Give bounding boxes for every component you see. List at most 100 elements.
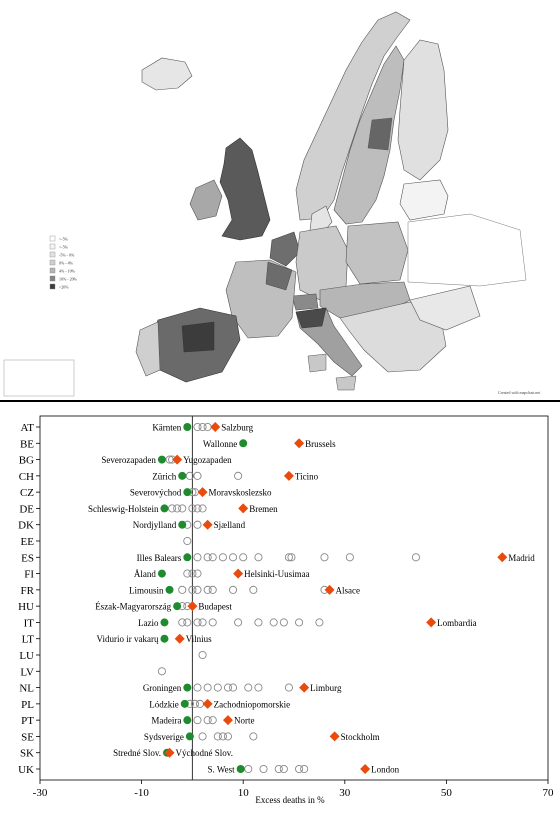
min-region-point: [160, 504, 169, 513]
y-tick-label: LV: [20, 666, 34, 678]
max-region-label: Ticino: [295, 471, 319, 481]
other-region-point: [193, 504, 202, 513]
max-region-point: [324, 584, 335, 595]
min-region-label: Groningen: [143, 683, 182, 693]
map-legend-swatch: [49, 283, 56, 290]
min-region-point: [183, 553, 192, 562]
other-region-point: [208, 553, 217, 562]
map-legend-label: <-5%: [59, 245, 69, 250]
min-region-label: Wallonne: [203, 439, 237, 449]
y-tick-label: UK: [18, 764, 34, 776]
other-region-point: [284, 683, 293, 692]
europe-choropleth-map: <-5% <-5% -5% - 0% 0% - 4% 4% - 10% 10% - 20%…: [0, 0, 560, 400]
other-region-point: [173, 504, 182, 513]
other-region-point: [234, 471, 243, 480]
other-region-point: [193, 618, 202, 627]
y-tick-label: BE: [20, 438, 34, 450]
other-region-point: [198, 422, 207, 432]
min-region-point: [183, 423, 192, 431]
min-region-point: [165, 585, 174, 594]
y-tick-label: CZ: [20, 487, 34, 499]
y-tick-label: BG: [19, 455, 34, 467]
map-region-poland: [345, 221, 409, 285]
min-region-label: Limousin: [129, 585, 164, 595]
other-region-point: [315, 618, 324, 627]
max-region-label: Bremen: [249, 504, 278, 514]
max-region-point: [283, 470, 294, 481]
x-tick-label: 70: [543, 787, 555, 799]
other-region-point: [411, 553, 420, 562]
other-region-point: [188, 585, 197, 594]
y-tick-label: LT: [22, 634, 35, 646]
other-region-point: [254, 683, 263, 692]
other-region-point: [208, 716, 217, 725]
x-tick-label: -30: [33, 787, 48, 799]
x-tick-label: 30: [339, 787, 351, 799]
map-legend-swatch: [49, 251, 56, 258]
y-tick-label: IT: [24, 617, 35, 629]
min-region-point: [178, 520, 187, 529]
map-legend-label: <-5%: [59, 237, 69, 242]
panel-separator: [0, 400, 560, 402]
dot-plot: AT BE BG CH CZ DE DK EE ES FI FR HU IT LT LU LV NL PL PT SE…: [18, 415, 555, 805]
map-region-east: [407, 213, 527, 287]
x-tick-label: 50: [441, 787, 453, 799]
min-region-label: Észak-Magyarország: [95, 602, 171, 612]
min-region-label: Madeira: [151, 716, 181, 726]
min-region-label: Zürich: [152, 471, 176, 481]
other-region-point: [188, 569, 197, 578]
y-tick-label: DE: [19, 503, 34, 515]
other-region-point: [178, 504, 187, 513]
other-region-point: [244, 683, 253, 692]
min-region-label: Lazio: [138, 618, 159, 628]
y-tick-label: ES: [21, 552, 34, 564]
max-region-point: [294, 438, 305, 449]
max-region-point: [202, 519, 213, 530]
map-legend: <-5% <-5% -5% - 0% 0% - 4% 4% - 10% 10% - 20%…: [49, 235, 78, 290]
plot-frame: [39, 415, 549, 781]
max-region-label: Yugozapaden: [183, 455, 232, 465]
other-region-point: [208, 585, 217, 594]
min-region-label: Lódzkie: [149, 699, 179, 709]
min-region-point: [183, 683, 192, 692]
map-region-benelux: [269, 231, 301, 267]
other-region-point: [193, 716, 202, 725]
other-region-point: [203, 585, 212, 594]
other-region-point: [218, 553, 227, 562]
max-region-point: [497, 552, 508, 563]
map-credit: Created with mapchart.net: [498, 390, 541, 395]
other-region-point: [198, 504, 207, 513]
excess-deaths-chart: AT BE BG CH CZ DE DK EE ES FI FR HU IT LT LU LV NL PL PT SE…: [0, 402, 560, 808]
other-region-point: [300, 764, 309, 774]
other-region-point: [223, 683, 233, 692]
min-region-label: Åland: [134, 569, 156, 579]
y-tick-label: SK: [20, 748, 34, 760]
y-tick-label: PT: [21, 715, 34, 727]
max-region-label: Alsace: [336, 585, 361, 595]
max-region-point: [172, 454, 183, 465]
map-legend-swatch: [49, 259, 56, 266]
map-legend-swatch: [49, 243, 56, 250]
map-region-norway: [295, 11, 411, 221]
other-region-point: [157, 667, 166, 676]
max-region-point: [197, 487, 208, 498]
min-region-label: Severozapaden: [101, 455, 156, 465]
max-region-label: Norte: [234, 716, 255, 726]
min-region-point: [157, 455, 166, 464]
map-legend-swatch: [49, 275, 56, 282]
other-region-point: [269, 618, 278, 627]
map-region-stockholm: [367, 117, 393, 151]
other-region-point: [193, 422, 202, 432]
max-region-label: London: [371, 765, 399, 775]
map-region-switzerland: [291, 293, 319, 311]
min-region-label: Severovýchod: [130, 488, 182, 498]
other-region-point: [249, 732, 258, 741]
map-region-baltics: [399, 179, 449, 221]
other-region-point: [228, 553, 238, 562]
map-legend-label: >20%: [59, 285, 69, 290]
map-region-lombardia-area: [295, 307, 327, 329]
other-region-point: [193, 471, 202, 480]
map-inset-box: [3, 359, 75, 397]
other-region-point: [284, 553, 293, 562]
y-tick-label: DK: [18, 520, 34, 532]
